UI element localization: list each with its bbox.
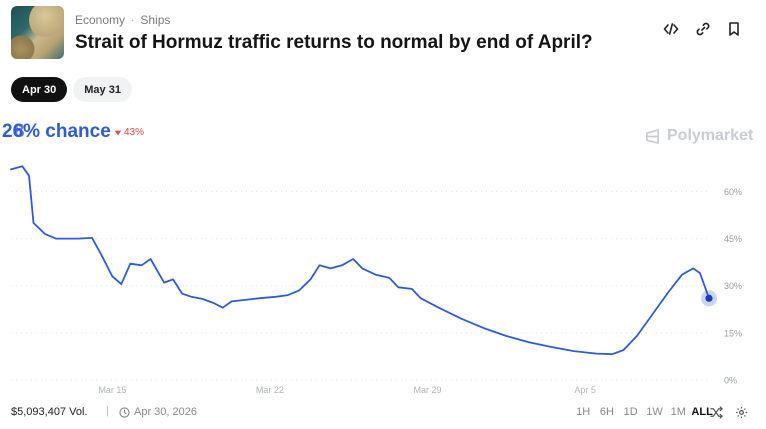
- embed-code-icon[interactable]: [659, 17, 683, 41]
- link-icon[interactable]: [691, 17, 715, 41]
- end-date: Apr 30, 2026: [119, 406, 197, 418]
- polymarket-icon: [645, 128, 660, 144]
- range-1d[interactable]: 1D: [623, 406, 638, 418]
- current-point[interactable]: [705, 294, 713, 302]
- page-title: Strait of Hormuz traffic returns to norm…: [75, 32, 593, 53]
- tab-may-31[interactable]: May 31: [73, 77, 132, 102]
- range-1m[interactable]: 1M: [670, 406, 686, 418]
- market-thumbnail: [11, 6, 64, 59]
- end-date-text: Apr 30, 2026: [134, 406, 197, 418]
- y-tick-label: 0%: [724, 376, 737, 386]
- breadcrumb: Economy · Ships: [75, 13, 170, 27]
- y-tick-label: 15%: [724, 328, 742, 338]
- polymarket-logo: Polymarket: [644, 127, 753, 145]
- y-tick-label: 30%: [724, 281, 742, 291]
- delta-text: 43%: [124, 127, 145, 138]
- tab-apr-30[interactable]: Apr 30: [11, 77, 68, 102]
- time-range-selector: 1H 6H 1D 1W 1M ALL: [571, 406, 714, 418]
- y-tick-label: 45%: [724, 234, 742, 244]
- down-triangle-icon: [114, 130, 122, 135]
- chart-grid: [11, 190, 710, 381]
- chance-text: 26% chance: [2, 121, 111, 142]
- range-1h[interactable]: 1H: [576, 406, 591, 418]
- brand-name: Polymarket: [667, 127, 754, 144]
- outcome-tabs: Apr 30 May 31: [11, 77, 132, 102]
- settings-gear-icon[interactable]: [733, 404, 749, 420]
- x-tick-label: Mar 15: [98, 385, 126, 395]
- volume-text: $5,093,407 Vol.: [11, 406, 88, 418]
- clock-icon: [119, 406, 130, 418]
- shuffle-icon[interactable]: [708, 404, 724, 420]
- range-all[interactable]: ALL: [691, 406, 713, 418]
- x-axis-labels: Mar 15 Mar 22 Mar 29 Apr 5: [98, 385, 596, 395]
- chance-value: 26% chance 8: [2, 121, 111, 143]
- breadcrumb-separator: ·: [131, 14, 135, 26]
- bookmark-icon[interactable]: [722, 17, 746, 41]
- chance-delta: 43%: [114, 127, 144, 138]
- footer-separator: |: [106, 405, 109, 417]
- breadcrumb-subcategory[interactable]: Ships: [140, 13, 171, 27]
- range-6h[interactable]: 6H: [599, 406, 614, 418]
- x-tick-label: Apr 5: [574, 385, 596, 395]
- market-header: Economy · Ships Strait of Hormuz traffic…: [11, 6, 756, 60]
- breadcrumb-category[interactable]: Economy: [75, 13, 126, 27]
- y-tick-label: 60%: [724, 187, 742, 197]
- price-chart[interactable]: 60% 45% 30% 15% 0% Mar 15 Mar 22 Mar 29 Apr 5: [0, 160, 766, 400]
- x-tick-label: Mar 29: [414, 385, 442, 395]
- x-tick-label: Mar 22: [256, 385, 284, 395]
- chart-footer: $5,093,407 Vol. | Apr 30, 2026 1H 6H 1D …: [11, 404, 756, 422]
- chance-animating-digit: 8: [14, 121, 25, 142]
- range-1w[interactable]: 1W: [646, 406, 663, 418]
- y-axis-labels: 60% 45% 30% 15% 0%: [724, 187, 742, 386]
- price-series-line: [10, 165, 710, 356]
